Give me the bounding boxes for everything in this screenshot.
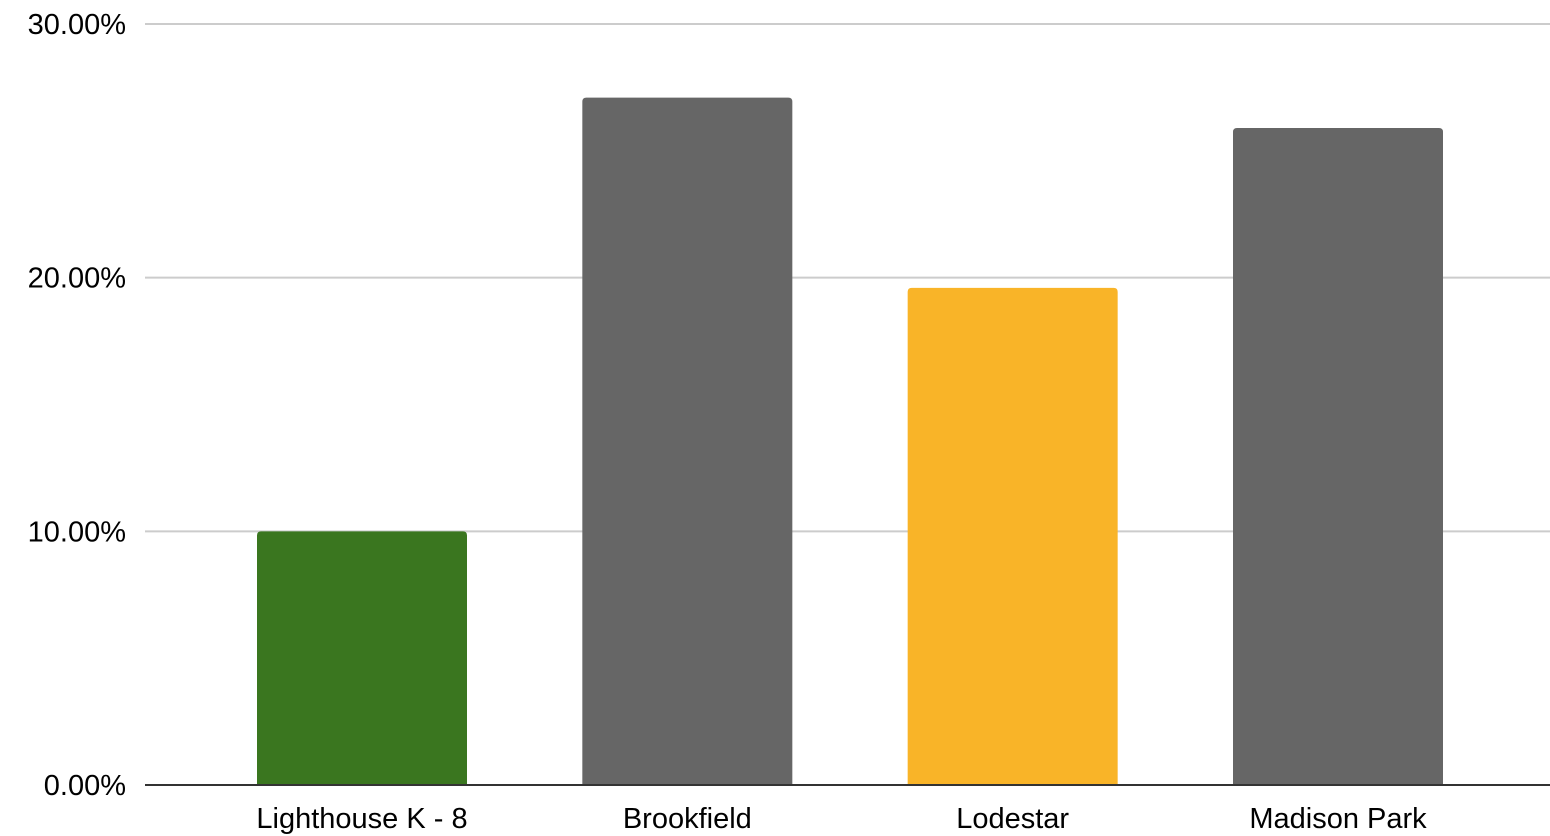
x-category-label: Madison Park xyxy=(1249,803,1427,835)
x-axis-category-labels: Lighthouse K - 8 Brookfield Lodestar Madiso… xyxy=(256,803,1427,835)
y-tick-label: 30.00% xyxy=(28,9,126,41)
y-tick-label: 0.00% xyxy=(44,770,126,802)
x-category-label: Lighthouse K - 8 xyxy=(256,803,467,835)
bar xyxy=(582,97,793,785)
y-tick-label: 10.00% xyxy=(28,516,126,548)
x-category-label: Lodestar xyxy=(956,803,1069,835)
x-category-label: Brookfield xyxy=(623,803,752,835)
bar xyxy=(1233,128,1443,786)
bar xyxy=(907,287,1118,785)
y-tick-label: 20.00% xyxy=(28,263,126,295)
bars xyxy=(257,97,1443,786)
y-axis-tick-labels: 0.00% 10.00% 20.00% 30.00% xyxy=(28,9,126,802)
bar xyxy=(257,531,467,785)
